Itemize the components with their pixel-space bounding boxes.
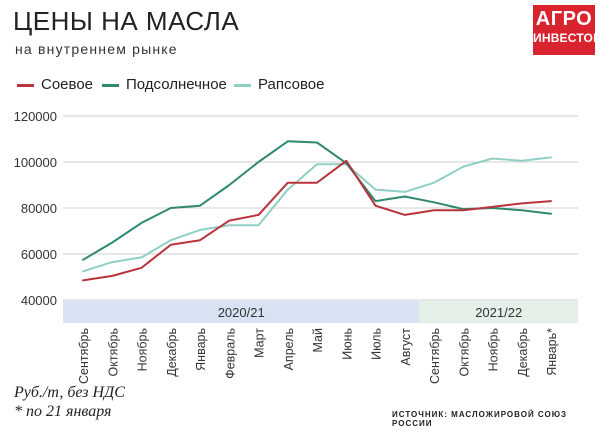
- x-tick-label: Январь: [194, 328, 208, 371]
- x-tick-label: Ноябрь: [487, 328, 501, 371]
- x-tick-label: Октябрь: [457, 328, 471, 376]
- period-band: [63, 301, 420, 323]
- y-tick-label: 40000: [21, 293, 57, 308]
- period-label: 2021/22: [475, 305, 522, 320]
- x-tick-label: Ноябрь: [136, 328, 150, 371]
- y-tick-label: 80000: [21, 201, 57, 216]
- x-tick-label: Июль: [370, 328, 384, 360]
- x-tick-label: Август: [399, 328, 413, 366]
- x-tick-label: Сентябрь: [428, 328, 442, 384]
- logo-line-2: ИНВЕСТОР: [533, 31, 600, 45]
- series-line-sunflower: [82, 140, 552, 261]
- y-tick-label: 60000: [21, 247, 57, 262]
- logo-line-1: АГРО: [535, 8, 593, 30]
- units-note: Руб./т, без НДС: [14, 384, 125, 401]
- x-tick-label: Декабрь: [165, 328, 179, 377]
- series-line-rapeseed: [82, 156, 552, 273]
- legend-swatch-sunflower: [102, 83, 119, 87]
- period-label: 2020/21: [218, 305, 265, 320]
- legend-item-sunflower: Подсолнечное: [102, 76, 227, 93]
- y-tick-label: 120000: [14, 109, 57, 124]
- source-note: ИСТОЧНИК: МАСЛОЖИРОВОЙ СОЮЗ РОССИИ: [392, 410, 567, 428]
- legend-item-rapeseed: Рапсовое: [234, 76, 324, 93]
- x-tick-label: Декабрь: [516, 328, 530, 377]
- x-tick-label: Июнь: [340, 328, 354, 360]
- x-tick-label: Март: [253, 328, 267, 358]
- legend-label-soy: Соевое: [41, 76, 94, 93]
- footnote: * по 21 января: [14, 403, 112, 420]
- legend-label-sunflower: Подсолнечное: [126, 76, 227, 93]
- legend-swatch-soy: [17, 83, 34, 87]
- legend-label-rapeseed: Рапсовое: [258, 76, 325, 93]
- period-band: [419, 301, 578, 323]
- x-tick-label: Октябрь: [106, 328, 120, 376]
- chart-subtitle: на внутреннем рынке: [15, 41, 178, 57]
- chart-title: ЦЕНЫ НА МАСЛА: [13, 6, 240, 36]
- x-tick-label: Май: [311, 328, 325, 353]
- x-tick-label: Сентябрь: [77, 328, 91, 384]
- legend-item-soy: Соевое: [17, 76, 93, 93]
- x-tick-label: Февраль: [223, 328, 237, 379]
- x-tick-label: Январь*: [545, 328, 559, 376]
- x-tick-label: Апрель: [282, 328, 296, 370]
- agroinvestor-logo: АГРО ИНВЕСТОР: [533, 5, 600, 55]
- series-line-soy: [82, 159, 552, 282]
- y-tick-label: 100000: [14, 155, 57, 170]
- legend-swatch-rapeseed: [234, 83, 251, 87]
